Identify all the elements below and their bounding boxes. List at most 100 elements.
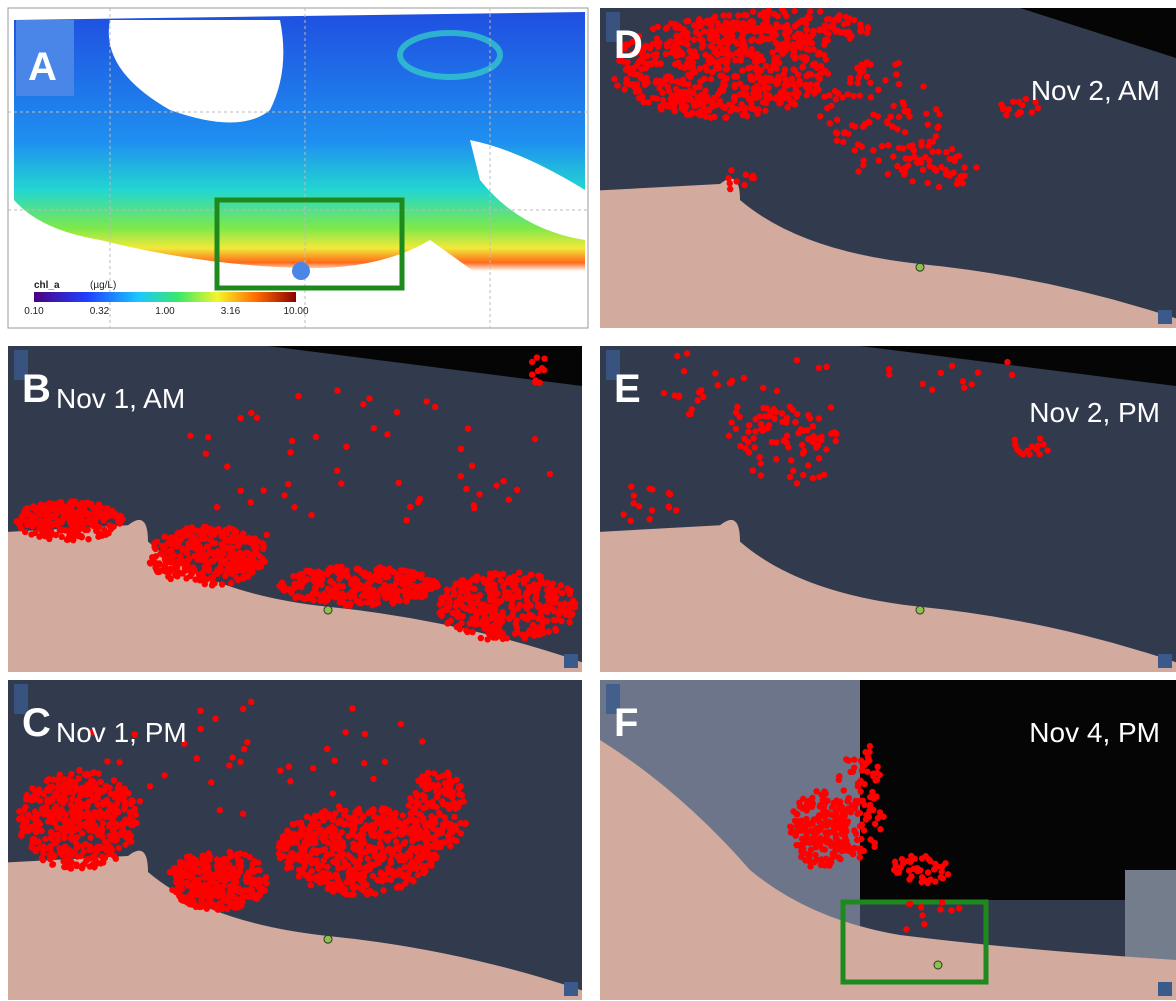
particle — [276, 583, 282, 589]
particle — [914, 160, 920, 166]
particle — [89, 778, 95, 784]
particle — [281, 492, 287, 498]
particle — [816, 455, 822, 461]
particle — [1014, 446, 1020, 452]
particle — [304, 595, 310, 601]
particle — [524, 591, 530, 597]
particle — [824, 105, 830, 111]
particle — [217, 807, 223, 813]
particle — [781, 71, 787, 77]
particle — [1026, 451, 1032, 457]
particle — [807, 415, 813, 421]
particle — [410, 569, 416, 575]
particle — [547, 471, 553, 477]
particle — [433, 804, 439, 810]
particle — [365, 855, 371, 861]
particle — [147, 783, 153, 789]
particle — [375, 860, 381, 866]
particle — [296, 873, 302, 879]
particle — [782, 81, 788, 87]
particle — [201, 576, 207, 582]
particle — [394, 409, 400, 415]
particle — [876, 157, 882, 163]
particle — [125, 836, 131, 842]
particle — [750, 173, 756, 179]
map-panel: CNov 1, PM — [8, 680, 582, 1000]
particle — [900, 145, 906, 151]
particle — [74, 853, 80, 859]
particle — [833, 96, 839, 102]
particle — [565, 587, 571, 593]
map-panel: FNov 4, PM — [600, 680, 1176, 1000]
particle — [734, 41, 740, 47]
particle — [332, 872, 338, 878]
particle — [380, 887, 386, 893]
particle — [668, 20, 674, 26]
particle — [864, 73, 870, 79]
particle — [116, 759, 122, 765]
particle — [415, 499, 421, 505]
particle — [720, 88, 726, 94]
particle — [347, 594, 353, 600]
particle — [752, 106, 758, 112]
particle — [358, 871, 364, 877]
particle — [307, 568, 313, 574]
particle — [900, 99, 906, 105]
particle — [875, 87, 881, 93]
particle — [97, 844, 103, 850]
particle — [302, 860, 308, 866]
particle — [513, 617, 519, 623]
particle — [949, 146, 955, 152]
particle — [834, 130, 840, 136]
particle — [451, 590, 457, 596]
particle — [410, 590, 416, 596]
particle — [226, 525, 232, 531]
particle — [900, 860, 906, 866]
particle — [506, 496, 512, 502]
particle — [252, 544, 258, 550]
particle — [44, 778, 50, 784]
particle — [706, 31, 712, 37]
particle — [53, 803, 59, 809]
particle — [830, 25, 836, 31]
particle — [457, 820, 463, 826]
colorbar-tick-label: 3.16 — [221, 306, 241, 317]
particle — [646, 516, 652, 522]
particle — [325, 567, 331, 573]
particle — [374, 593, 380, 599]
particle — [306, 836, 312, 842]
particle — [487, 597, 493, 603]
particle — [97, 814, 103, 820]
particle — [702, 64, 708, 70]
particle — [816, 50, 822, 56]
particle — [33, 839, 39, 845]
particle — [221, 858, 227, 864]
particle — [388, 857, 394, 863]
particle — [315, 865, 321, 871]
particle — [906, 867, 912, 873]
particle — [855, 80, 861, 86]
particle — [203, 559, 209, 565]
particle — [925, 121, 931, 127]
particle — [66, 863, 72, 869]
particle — [557, 601, 563, 607]
particle — [685, 18, 691, 24]
particle — [936, 184, 942, 190]
particle — [498, 577, 504, 583]
particle — [877, 809, 883, 815]
particle — [237, 487, 243, 493]
particle — [289, 438, 295, 444]
particle — [848, 809, 854, 815]
particle — [732, 73, 738, 79]
particle — [324, 597, 330, 603]
particle — [807, 852, 813, 858]
particle — [425, 769, 431, 775]
particle — [545, 628, 551, 634]
particle — [346, 873, 352, 879]
particle — [183, 546, 189, 552]
map-content — [600, 6, 1176, 328]
particle — [751, 24, 757, 30]
particle — [773, 78, 779, 84]
particle — [90, 504, 96, 510]
particle — [310, 590, 316, 596]
